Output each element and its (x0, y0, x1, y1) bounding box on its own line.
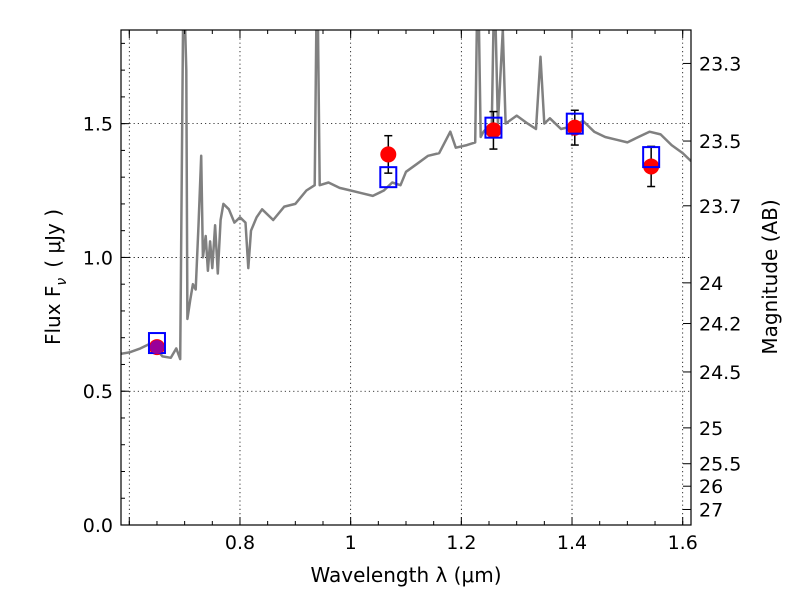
y-tick-label: 1.5 (83, 114, 113, 136)
x-tick-label: 0.8 (225, 532, 255, 554)
y2-tick-label: 23.3 (699, 53, 741, 75)
y2-tick-label: 24.5 (699, 362, 741, 384)
y-tick-label: 0.0 (83, 515, 113, 537)
axis-ticks: 0.8 1 1.2 1.4 1.6 0.0 0.5 1.0 1.5 23.3 23.5 23.7 24 2… (83, 30, 741, 554)
model-square (642, 146, 661, 169)
x-axis-title: Wavelength λ (μm) (310, 563, 501, 587)
model-square (565, 112, 584, 135)
y2-tick-label: 25 (699, 418, 723, 440)
y-axis-title-unit: ( μJy ) (41, 209, 65, 268)
spectrum-line (121, 30, 691, 361)
y2-tick-label: 27 (699, 499, 723, 521)
y-tick-label: 1.0 (83, 247, 113, 269)
model-square (484, 116, 503, 139)
spectrum-series (121, 30, 691, 361)
plot-frame (120, 29, 692, 526)
grid-lines (121, 30, 691, 525)
x-tick-label: 1.4 (557, 532, 587, 554)
x-tick-label: 1.6 (668, 532, 698, 554)
y2-tick-label: 26 (699, 476, 723, 498)
y-axis-title-main: Flux F (41, 286, 65, 345)
y2-tick-label: 24 (699, 273, 723, 295)
y2-tick-label: 23.5 (699, 131, 741, 153)
y-tick-label: 0.5 (83, 381, 113, 403)
y2-tick-label: 25.5 (699, 454, 741, 476)
x-tick-label: 1.2 (446, 532, 476, 554)
y-axis-title: Flux Fν ( μJy ) (41, 209, 70, 345)
observed-point (380, 146, 397, 163)
observed-point (485, 122, 502, 139)
y2-tick-label: 23.7 (699, 196, 741, 218)
svg-text:Flux Fν( μJy ): Flux Fν ( μJy ) (41, 209, 70, 345)
y2-axis-title: Magnitude (AB) (758, 199, 782, 354)
y-axis-title-sub: ν (54, 278, 70, 286)
model-square (379, 166, 398, 189)
y2-tick-label: 24.2 (699, 314, 741, 336)
overlap-point (149, 340, 164, 355)
x-tick-label: 1 (345, 532, 357, 554)
observed-point (566, 119, 583, 136)
photometry-series (147, 109, 661, 356)
